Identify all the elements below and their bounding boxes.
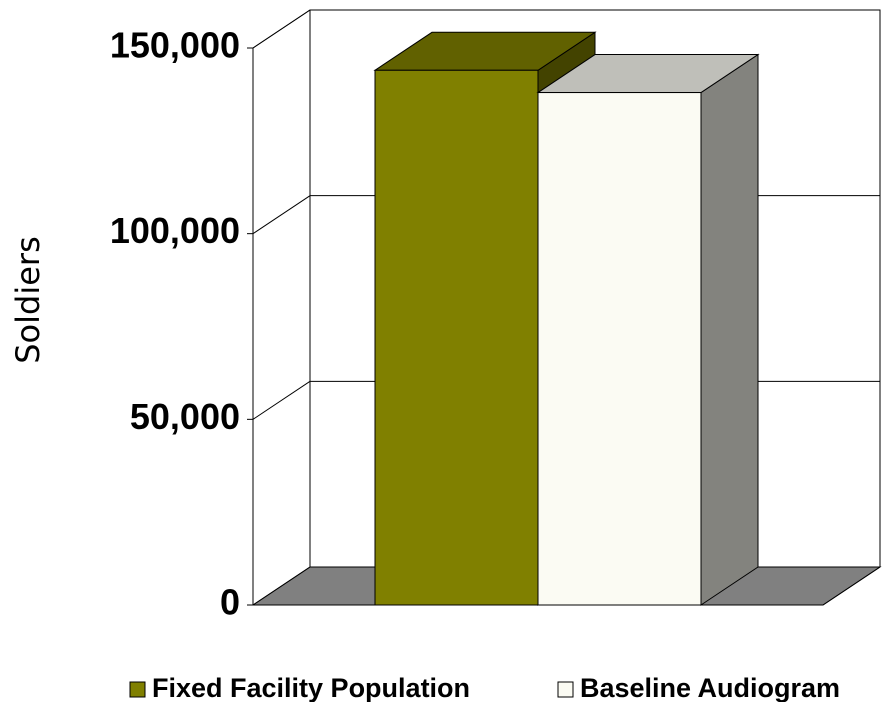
legend-swatch [129,681,146,698]
legend-swatch [557,681,574,698]
legend-label: Baseline Audiogram [580,673,840,702]
y-tick-label: 50,000 [130,396,240,437]
bar-side [700,53,759,606]
bar [374,69,539,606]
grid-line [252,380,311,420]
y-tick-label: 150,000 [110,25,240,66]
y-axis-back [252,9,311,49]
y-axis-label: Soldiers [9,236,47,364]
legend-label: Fixed Facility Population [152,673,470,702]
grid-line [252,195,311,235]
y-tick-label: 0 [220,582,240,623]
grid-line [252,566,311,606]
bar [537,92,702,606]
x-axis-side [822,566,881,606]
y-tick-label: 100,000 [110,210,240,251]
